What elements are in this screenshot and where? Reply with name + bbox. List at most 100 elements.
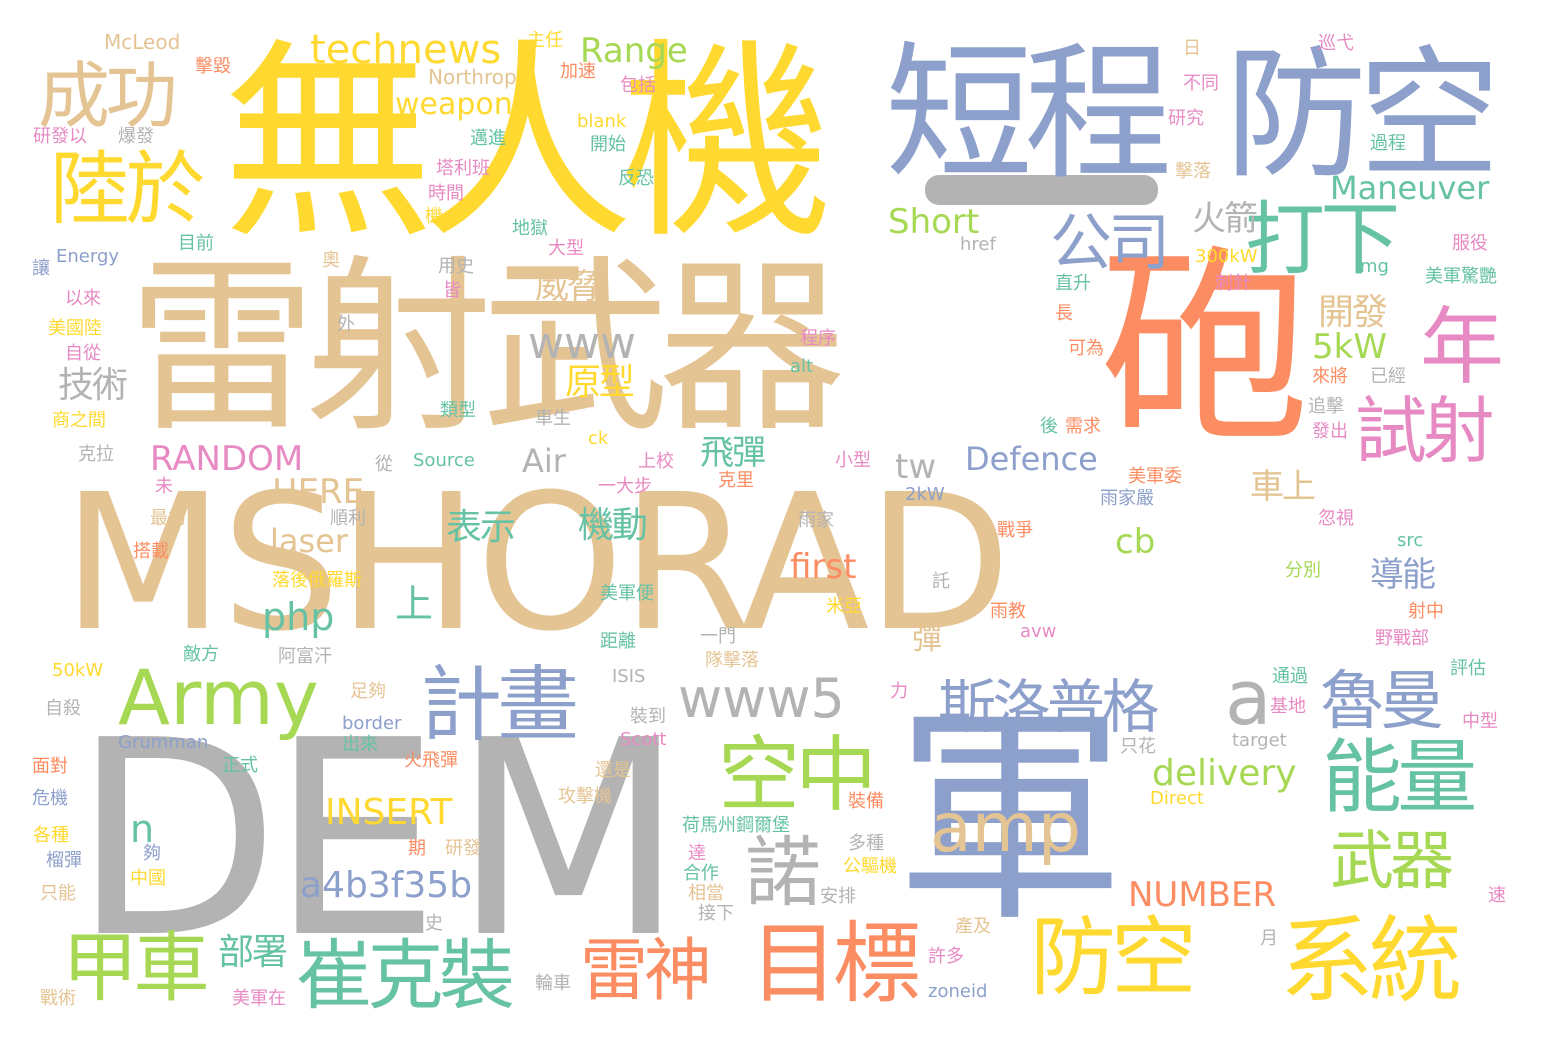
word-mshorad: MSHORAD — [62, 454, 1011, 673]
word-300kw: 300kW — [1195, 246, 1258, 267]
word-production: 產及 — [955, 916, 991, 937]
word-system: 系統 — [1280, 907, 1462, 1016]
word-year: 年 — [1420, 298, 1505, 396]
word-respectively: 分別 — [1285, 560, 1321, 581]
word-www5: www5 — [678, 667, 845, 730]
word-base: 基地 — [1270, 696, 1306, 717]
word-emit: 發出 — [1312, 421, 1348, 442]
word-northrop: Northrop — [428, 65, 517, 89]
word-random: RANDOM — [150, 439, 304, 479]
word-can-be: 可為 — [1068, 338, 1104, 359]
word-5kw: 5kW — [1312, 327, 1387, 367]
word-evaluate: 評估 — [1450, 658, 1486, 679]
word-plan: 計畫 — [420, 658, 579, 753]
word-yong-shi: 用史 — [438, 256, 474, 277]
word-cb: cb — [1115, 522, 1156, 562]
word-threat: 威脅 — [535, 267, 601, 307]
word-blank: blank — [577, 111, 627, 132]
word-distance: 距離 — [600, 631, 636, 652]
word-start: 開始 — [590, 134, 626, 155]
word-energy-en: Energy — [56, 246, 120, 267]
word-carry: 搭載 — [133, 541, 169, 562]
word-de: DE — [72, 682, 441, 997]
word-large: 大型 — [548, 238, 584, 259]
word-behind-russia: 落後俄羅斯 — [272, 570, 362, 591]
word-since: 以來 — [65, 288, 101, 309]
word-big-step: 一大步 — [598, 476, 652, 497]
word-various: 各種 — [33, 825, 69, 846]
word-army-en: Army — [118, 653, 319, 742]
word-already: 已經 — [1370, 366, 1406, 387]
word-machine: 機 — [425, 206, 443, 227]
word-scott: Scott — [620, 729, 667, 750]
word-wheeled: 輪車 — [535, 973, 571, 994]
word-research: 研究 — [1168, 108, 1204, 129]
word-ck: ck — [588, 428, 609, 449]
word-raytheon: 雷神 — [580, 932, 712, 1011]
word-che-sheng: 車生 — [535, 408, 571, 429]
word-colonel: 上校 — [638, 451, 674, 472]
word-not-yet: 未 — [155, 476, 173, 497]
word-us-committee: 美軍委 — [1128, 466, 1182, 487]
word-href: href — [960, 234, 996, 255]
word-short-range: 短程 — [885, 28, 1172, 200]
word-number: NUMBER — [1128, 875, 1277, 915]
word-in-service: 服役 — [1452, 233, 1488, 254]
word-shoot-down-2: 擊落 — [1175, 161, 1211, 182]
word-ignore: 忽視 — [1318, 508, 1354, 529]
word-shell: 彈 — [912, 622, 942, 657]
word-demand: 需求 — [1065, 416, 1101, 437]
word-cruise: 巡弋 — [1318, 33, 1354, 54]
word-defence: Defence — [965, 440, 1098, 478]
word-src: src — [1397, 530, 1424, 551]
word-enough: 足夠 — [350, 681, 386, 702]
word-img: img — [1355, 256, 1389, 277]
word-outside: 外 — [337, 314, 355, 335]
word-director: 主任 — [527, 30, 563, 51]
word-helicopter: 直升 — [1055, 273, 1091, 294]
word-war: 戰爭 — [997, 520, 1033, 541]
word-enemy: 敵方 — [183, 644, 219, 665]
word-speed: 速 — [1488, 885, 1506, 906]
word-a: a — [1225, 653, 1272, 742]
word-border: border — [342, 713, 402, 734]
word-target-en: target — [1232, 730, 1287, 751]
word-technews: technews — [310, 27, 502, 73]
word-pass: 通過 — [1272, 666, 1308, 687]
word-maneuver: Maneuver — [1330, 169, 1490, 207]
word-rd: 研發 — [445, 838, 481, 859]
word-many-kinds: 多種 — [848, 833, 884, 854]
word-only-can: 只能 — [40, 883, 76, 904]
word-insert: INSERT — [325, 792, 453, 833]
word-include: 包括 — [620, 75, 656, 96]
word-laser: laser — [270, 522, 349, 560]
word-hellfire: 地獄 — [512, 218, 548, 239]
word-all: 皆 — [443, 280, 461, 301]
word-up: 上 — [395, 582, 434, 626]
word-afghanistan: 阿富汗 — [278, 646, 332, 667]
word-deploy: 部署 — [218, 932, 288, 973]
word-first: first — [790, 547, 857, 587]
word-tw: tw — [895, 447, 937, 487]
word-many: 許多 — [928, 946, 964, 967]
word-prototype: 原型 — [565, 362, 635, 403]
word-still: 還是 — [595, 760, 631, 781]
word-weapon: weapon — [395, 87, 513, 122]
word-delivery: delivery — [1152, 753, 1297, 794]
word-n: n — [130, 807, 155, 851]
word-pursue: 追擊 — [1308, 396, 1344, 417]
word-us-then: 美軍便 — [600, 583, 654, 604]
word-amp: amp — [930, 789, 1082, 868]
word-crisis: 危機 — [32, 788, 68, 809]
word-long: 長 — [1055, 303, 1073, 324]
word-day: 日 — [1183, 38, 1201, 59]
word-accelerate: 加速 — [560, 61, 596, 82]
word-advance: 邁進 — [470, 128, 506, 149]
word-from: 從 — [375, 454, 393, 475]
word-in-air: 空中 — [718, 728, 877, 823]
word-mcleod: McLeod — [104, 30, 181, 54]
word-army-zh: 軍 — [895, 686, 1126, 953]
word-a4b3f35b: a4b3f35b — [300, 865, 473, 906]
word-come-out: 出來 — [342, 734, 378, 755]
word-grenade: 榴彈 — [46, 850, 82, 871]
